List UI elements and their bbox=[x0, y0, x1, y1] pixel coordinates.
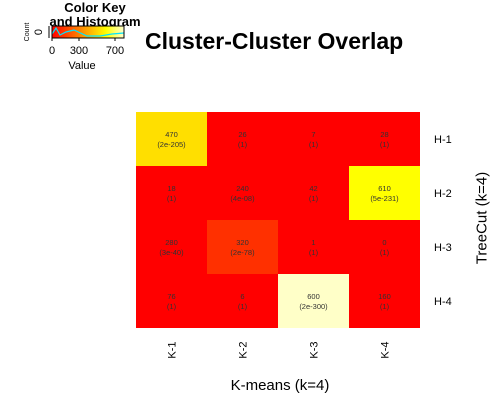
cell-pvalue-label: (2e-300) bbox=[299, 302, 328, 311]
cell-value-label: 1 bbox=[311, 238, 315, 247]
cell-value-label: 7 bbox=[311, 130, 315, 139]
row-label: H-4 bbox=[434, 296, 452, 308]
cell-pvalue-label: (1) bbox=[309, 194, 319, 203]
cell-pvalue-label: (1) bbox=[380, 302, 390, 311]
column-label: K-4 bbox=[380, 341, 392, 358]
chart-title: Cluster-Cluster Overlap bbox=[145, 28, 404, 54]
heatmap-cell bbox=[136, 166, 207, 220]
heatmap-cell bbox=[278, 166, 349, 220]
column-label: K-2 bbox=[238, 341, 250, 358]
heatmap-cell bbox=[207, 274, 278, 328]
heatmap-cell bbox=[349, 166, 420, 220]
heatmap-cell bbox=[278, 112, 349, 166]
color-key-histogram bbox=[51, 26, 125, 37]
heatmap-cell bbox=[349, 112, 420, 166]
color-key-title: Color Key and Histogram bbox=[49, 0, 141, 29]
color-key-tick-label: 700 bbox=[106, 45, 124, 57]
cell-pvalue-label: (3e-40) bbox=[159, 248, 184, 257]
cell-pvalue-label: (1) bbox=[380, 248, 390, 257]
heatmap-cell bbox=[349, 220, 420, 274]
cell-value-label: 76 bbox=[167, 292, 175, 301]
cell-value-label: 600 bbox=[307, 292, 320, 301]
heatmap-cell bbox=[278, 274, 349, 328]
heatmap-cell bbox=[136, 274, 207, 328]
cell-pvalue-label: (1) bbox=[238, 140, 248, 149]
cell-value-label: 28 bbox=[380, 130, 388, 139]
cell-pvalue-label: (1) bbox=[167, 194, 177, 203]
cell-value-label: 160 bbox=[378, 292, 391, 301]
heatmap-cell bbox=[278, 220, 349, 274]
heatmap-cell bbox=[207, 112, 278, 166]
color-key-tick-label: 0 bbox=[49, 45, 55, 57]
cell-pvalue-label: (1) bbox=[380, 140, 390, 149]
column-label: K-1 bbox=[167, 341, 179, 358]
row-label: H-3 bbox=[434, 242, 452, 254]
cell-value-label: 26 bbox=[238, 130, 246, 139]
cell-pvalue-label: (4e-08) bbox=[230, 194, 255, 203]
cell-pvalue-label: (1) bbox=[167, 302, 177, 311]
cell-pvalue-label: (2e-205) bbox=[157, 140, 186, 149]
cell-value-label: 0 bbox=[382, 238, 386, 247]
heatmap-cell bbox=[349, 274, 420, 328]
cell-pvalue-label: (5e-231) bbox=[370, 194, 399, 203]
color-key-border bbox=[51, 25, 125, 39]
column-label: K-3 bbox=[309, 341, 321, 358]
cell-pvalue-label: (1) bbox=[309, 248, 319, 257]
cell-value-label: 610 bbox=[378, 184, 391, 193]
row-label: H-1 bbox=[434, 134, 452, 146]
row-label: H-2 bbox=[434, 188, 452, 200]
cell-value-label: 280 bbox=[165, 238, 178, 247]
heatmap-cell bbox=[207, 166, 278, 220]
cell-value-label: 42 bbox=[309, 184, 317, 193]
cell-pvalue-label: (1) bbox=[238, 302, 248, 311]
heatmap-cell bbox=[136, 112, 207, 166]
cell-pvalue-label: (1) bbox=[309, 140, 319, 149]
cell-pvalue-label: (2e-78) bbox=[230, 248, 255, 257]
cell-value-label: 6 bbox=[240, 292, 244, 301]
color-key-count-label: Count bbox=[24, 23, 31, 42]
color-key-value-label: Value bbox=[68, 60, 95, 72]
cell-value-label: 240 bbox=[236, 184, 249, 193]
x-axis-label: K-means (k=4) bbox=[230, 377, 330, 394]
heatmap-cell bbox=[136, 220, 207, 274]
cell-value-label: 320 bbox=[236, 238, 249, 247]
color-key-count-tick: 0 bbox=[33, 29, 45, 35]
cell-value-label: 18 bbox=[167, 184, 175, 193]
color-key-tick-label: 300 bbox=[70, 45, 88, 57]
cell-value-label: 470 bbox=[165, 130, 178, 139]
heatmap-cell bbox=[207, 220, 278, 274]
